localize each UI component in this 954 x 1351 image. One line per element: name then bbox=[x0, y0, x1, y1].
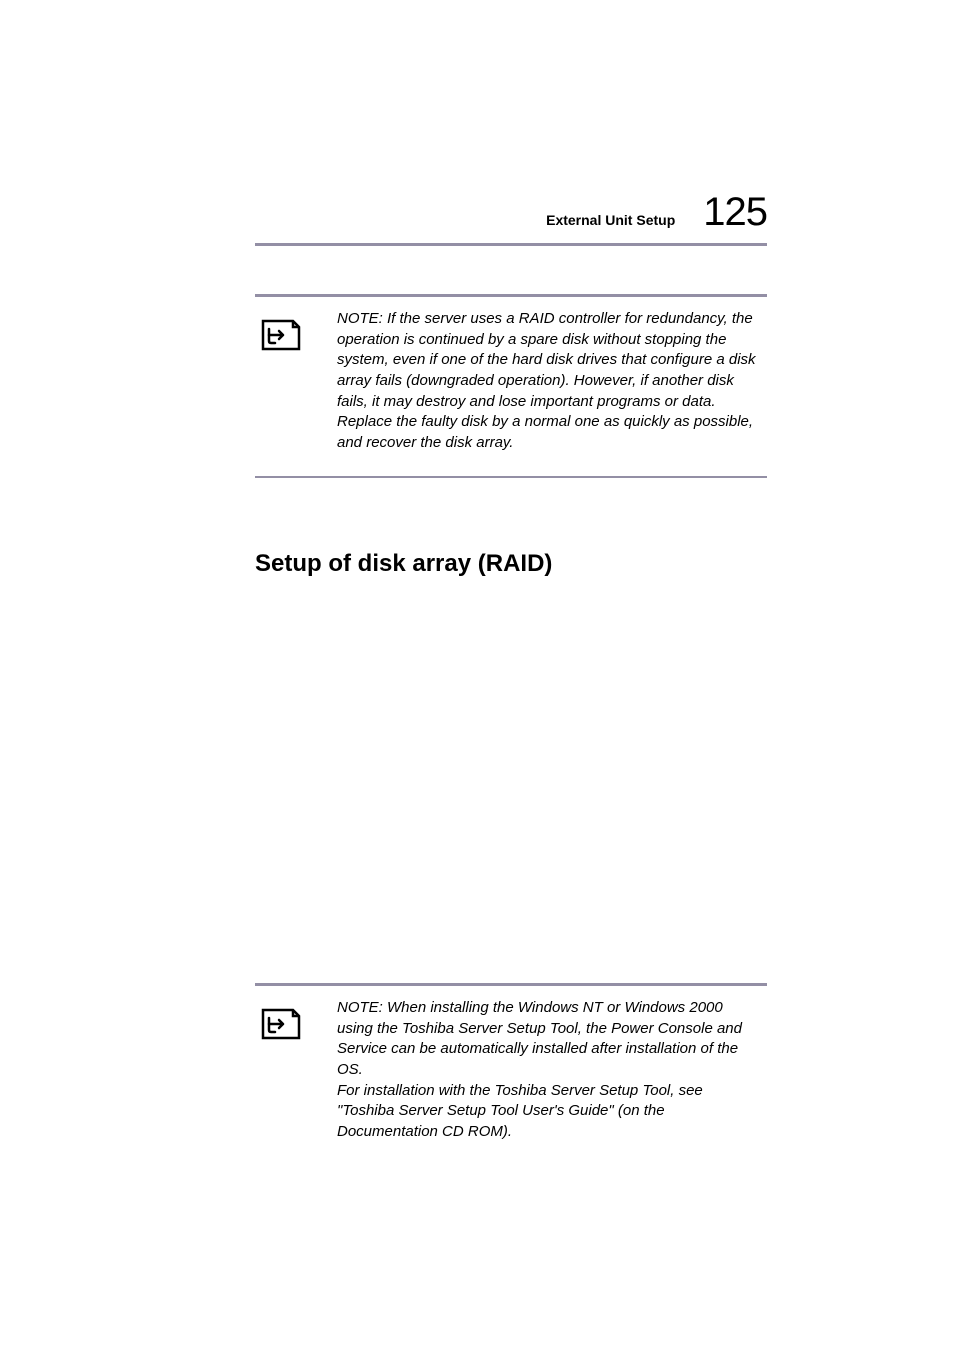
note-text-part1: NOTE: When installing the Windows NT or … bbox=[337, 999, 742, 1078]
note-bottom-divider bbox=[255, 476, 767, 478]
note-icon-container bbox=[255, 998, 309, 1143]
note-top-divider bbox=[255, 294, 767, 297]
note-text: NOTE: If the server uses a RAID controll… bbox=[337, 309, 757, 454]
note-text-part2: For installation with the Toshiba Server… bbox=[337, 1082, 703, 1140]
pointing-hand-icon bbox=[255, 313, 309, 357]
page-content: External Unit Setup 125 NOTE: If the ser… bbox=[0, 0, 954, 1143]
note-content-row: NOTE: When installing the Windows NT or … bbox=[255, 998, 767, 1143]
note-content-row: NOTE: If the server uses a RAID controll… bbox=[255, 309, 767, 454]
header-divider bbox=[255, 243, 767, 246]
pointing-hand-icon bbox=[255, 1002, 309, 1046]
note-icon-container bbox=[255, 309, 309, 454]
page-number: 125 bbox=[703, 190, 767, 235]
note-top-divider bbox=[255, 983, 767, 986]
note-text: NOTE: When installing the Windows NT or … bbox=[337, 998, 757, 1143]
note-block-1: NOTE: If the server uses a RAID controll… bbox=[255, 294, 767, 478]
page-header: External Unit Setup 125 bbox=[255, 190, 767, 235]
section-heading: Setup of disk array (RAID) bbox=[255, 550, 767, 578]
note-block-2: NOTE: When installing the Windows NT or … bbox=[255, 983, 767, 1143]
header-section-label: External Unit Setup bbox=[546, 212, 675, 228]
